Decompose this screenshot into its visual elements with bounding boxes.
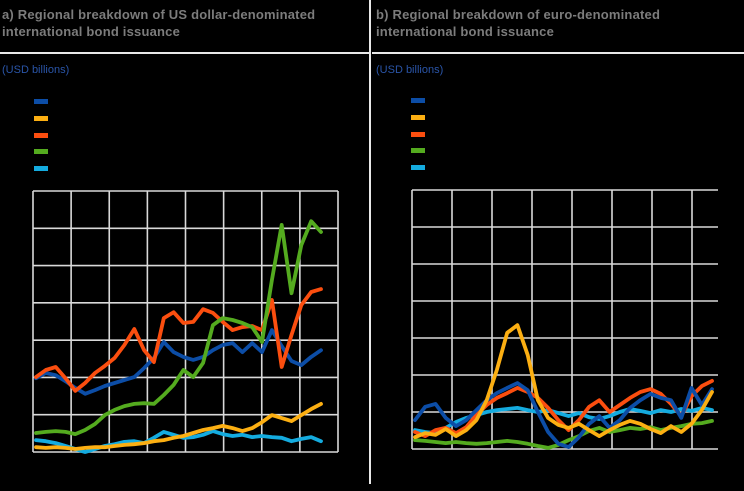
series-a-dark-blue <box>34 328 323 396</box>
legend-swatch-b-light-blue <box>411 165 425 170</box>
series-group-b <box>413 323 714 450</box>
legend-swatch-a-amber <box>34 115 48 121</box>
series-b-light-blue <box>413 405 714 436</box>
series-a-amber <box>34 401 323 451</box>
grid-a <box>32 190 339 453</box>
legend-swatch-b-amber <box>411 114 425 120</box>
legend-swatch-b-green <box>411 148 425 154</box>
legend-swatch-b-dark-blue <box>411 98 425 103</box>
panel-divider <box>369 0 371 484</box>
legend-swatch-a-orange-red <box>34 132 48 138</box>
legend-swatch-a-light-blue <box>34 166 48 171</box>
series-a-green <box>34 219 323 437</box>
title-rule-a <box>0 52 370 54</box>
series-group-a <box>34 219 323 454</box>
legend-swatch-b-orange-red <box>411 131 425 137</box>
panel-a-title: a) Regional breakdown of US dollar-denom… <box>2 7 316 39</box>
panel-b-units-label: (USD billions) <box>376 64 444 76</box>
title-rule-b <box>372 52 744 54</box>
legend-swatch-a-green <box>34 149 48 155</box>
panel-a-units-label: (USD billions) <box>2 64 70 76</box>
series-a-orange-red <box>34 287 323 393</box>
series-b-dark-blue <box>413 381 714 450</box>
series-b-amber <box>413 323 714 440</box>
legend-swatch-a-dark-blue <box>34 99 48 104</box>
panel-b-title: b) Regional breakdown of euro-denominate… <box>376 7 661 39</box>
